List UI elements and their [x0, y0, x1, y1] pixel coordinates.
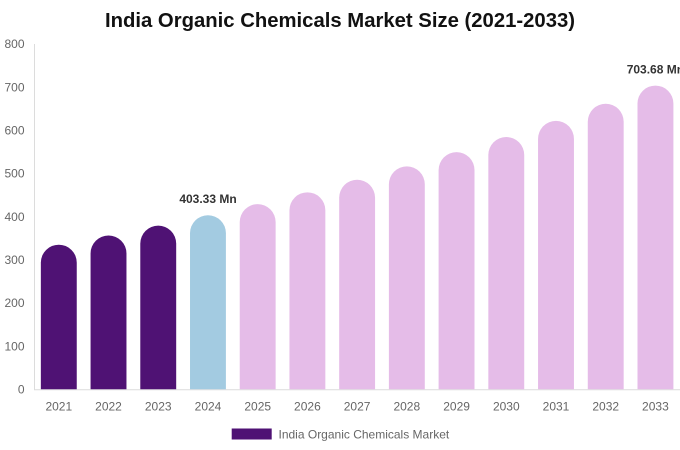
svg-text:2031: 2031: [543, 400, 570, 414]
svg-text:800: 800: [4, 37, 24, 51]
svg-text:2028: 2028: [393, 400, 420, 414]
svg-text:2027: 2027: [344, 400, 371, 414]
svg-text:2029: 2029: [443, 400, 470, 414]
svg-text:300: 300: [4, 253, 24, 267]
svg-text:2025: 2025: [244, 400, 271, 414]
svg-text:2030: 2030: [493, 400, 520, 414]
svg-text:200: 200: [4, 296, 24, 310]
svg-text:400: 400: [4, 210, 24, 224]
svg-text:403.33 Mn: 403.33 Mn: [179, 192, 236, 206]
svg-text:100: 100: [4, 339, 24, 353]
svg-text:2021: 2021: [45, 400, 72, 414]
svg-text:500: 500: [4, 167, 24, 181]
svg-text:703.68 Mn: 703.68 Mn: [627, 63, 680, 77]
svg-text:2022: 2022: [95, 400, 122, 414]
svg-text:2033: 2033: [642, 400, 669, 414]
svg-text:600: 600: [4, 124, 24, 138]
svg-text:2026: 2026: [294, 400, 321, 414]
svg-text:700: 700: [4, 80, 24, 94]
svg-text:India Organic Chemicals Market: India Organic Chemicals Market: [279, 427, 450, 441]
svg-text:2023: 2023: [145, 400, 172, 414]
svg-text:2024: 2024: [195, 400, 222, 414]
svg-text:India Organic Chemicals Market: India Organic Chemicals Market Size (202…: [105, 10, 575, 32]
svg-text:2032: 2032: [592, 400, 619, 414]
svg-text:0: 0: [18, 383, 25, 397]
